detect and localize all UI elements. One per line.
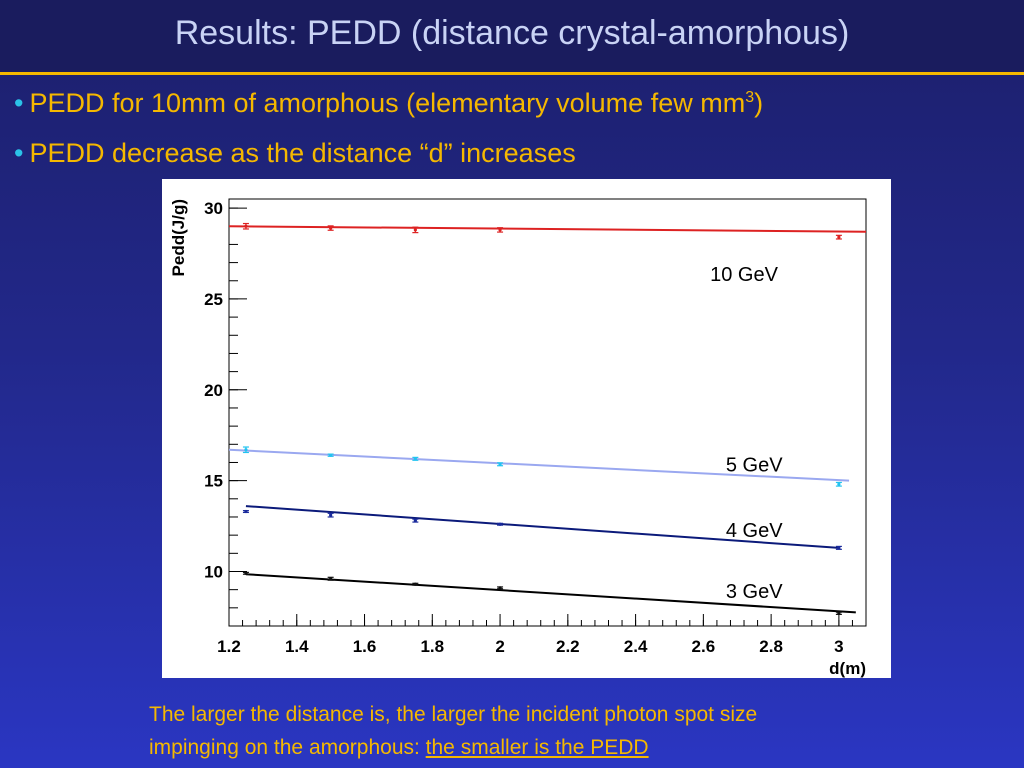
bullet-1: • PEDD for 10mm of amorphous (elementary … bbox=[14, 88, 763, 119]
data-point-10-gev bbox=[244, 224, 248, 228]
slide-title: Results: PEDD (distance crystal-amorphou… bbox=[174, 14, 850, 52]
y-tick-label: 20 bbox=[204, 381, 223, 400]
bullet-dot-icon: • bbox=[14, 88, 24, 118]
data-point-5-gev bbox=[329, 453, 333, 457]
footer-line-2-prefix: impinging on the amorphous: bbox=[149, 736, 426, 759]
data-point-4-gev bbox=[837, 546, 841, 550]
fit-line-3-gev bbox=[245, 573, 856, 614]
series-label: 5 GeV bbox=[726, 455, 783, 477]
title-bar: Results: PEDD (distance crystal-amorphou… bbox=[0, 0, 1024, 75]
x-tick-label: 3 bbox=[834, 637, 843, 656]
bullet-1-text: PEDD for 10mm of amorphous (elementary v… bbox=[29, 88, 746, 118]
data-point-4-gev bbox=[244, 509, 248, 514]
data-point-3-gev bbox=[329, 577, 333, 581]
y-axis-label: Pedd(J/g) bbox=[169, 199, 188, 276]
series-label: 4 GeV bbox=[726, 520, 783, 542]
chart-panel: 1.2 1.4 1.6 1.8 2 2.2 2.4 2.6 2.8 3 10 15 20 25 30 d(m)… bbox=[162, 179, 891, 678]
plot-frame bbox=[228, 198, 867, 627]
data-point-3-gev bbox=[837, 611, 841, 615]
data-point-5-gev bbox=[498, 462, 502, 466]
bullet-2: • PEDD decrease as the distance “d” incre… bbox=[14, 138, 576, 169]
x-tick-label: 1.2 bbox=[217, 637, 241, 656]
data-point-5-gev bbox=[244, 448, 248, 452]
data-point-3-gev bbox=[244, 571, 248, 575]
data-point-10-gev bbox=[498, 228, 502, 232]
series-label: 10 GeV bbox=[710, 264, 778, 286]
data-point-4-gev bbox=[413, 519, 417, 523]
data-point-10-gev bbox=[837, 235, 841, 239]
data-point-10-gev bbox=[413, 228, 417, 232]
x-tick-label: 1.6 bbox=[353, 637, 377, 656]
data-point-4-gev bbox=[329, 513, 333, 517]
data-point-3-gev bbox=[498, 586, 502, 590]
fit-line-5-gev bbox=[228, 448, 850, 482]
bullet-1-superscript: 3 bbox=[745, 89, 755, 106]
series-label: 3 GeV bbox=[726, 581, 783, 603]
data-point-5-gev bbox=[837, 482, 841, 486]
x-tick-label: 2.4 bbox=[624, 637, 648, 656]
y-tick-label: 15 bbox=[204, 472, 223, 491]
bullet-1-tail: ) bbox=[754, 88, 764, 118]
data-point-3-gev bbox=[413, 582, 417, 586]
x-tick-label: 2.2 bbox=[556, 637, 580, 656]
bullet-2-text: PEDD decrease as the distance “d” increa… bbox=[29, 138, 576, 168]
data-point-10-gev bbox=[329, 226, 333, 230]
bullet-dot-icon: • bbox=[14, 138, 24, 168]
x-tick-label: 1.4 bbox=[285, 637, 309, 656]
footer-line-2: impinging on the amorphous: the smaller … bbox=[149, 731, 1009, 764]
footer-note: The larger the distance is, the larger t… bbox=[149, 698, 1009, 764]
y-tick-label: 30 bbox=[204, 199, 223, 218]
fit-line-4-gev bbox=[245, 505, 839, 549]
x-tick-label: 1.8 bbox=[420, 637, 444, 656]
data-point-5-gev bbox=[413, 457, 417, 461]
y-tick-label: 25 bbox=[204, 290, 223, 309]
data-point-4-gev bbox=[498, 522, 502, 526]
footer-underlined-conclusion: the smaller is the PEDD bbox=[425, 736, 649, 759]
x-tick-label: 2.8 bbox=[759, 637, 783, 656]
y-tick-label: 10 bbox=[204, 562, 223, 581]
x-tick-label: 2.6 bbox=[692, 637, 716, 656]
x-axis-label: d(m) bbox=[829, 659, 866, 678]
fit-line-10-gev bbox=[228, 225, 867, 233]
pedd-chart: 1.2 1.4 1.6 1.8 2 2.2 2.4 2.6 2.8 3 10 15 20 25 30 d(m)… bbox=[169, 198, 867, 678]
x-tick-label: 2 bbox=[495, 637, 504, 656]
footer-line-1: The larger the distance is, the larger t… bbox=[149, 703, 758, 726]
